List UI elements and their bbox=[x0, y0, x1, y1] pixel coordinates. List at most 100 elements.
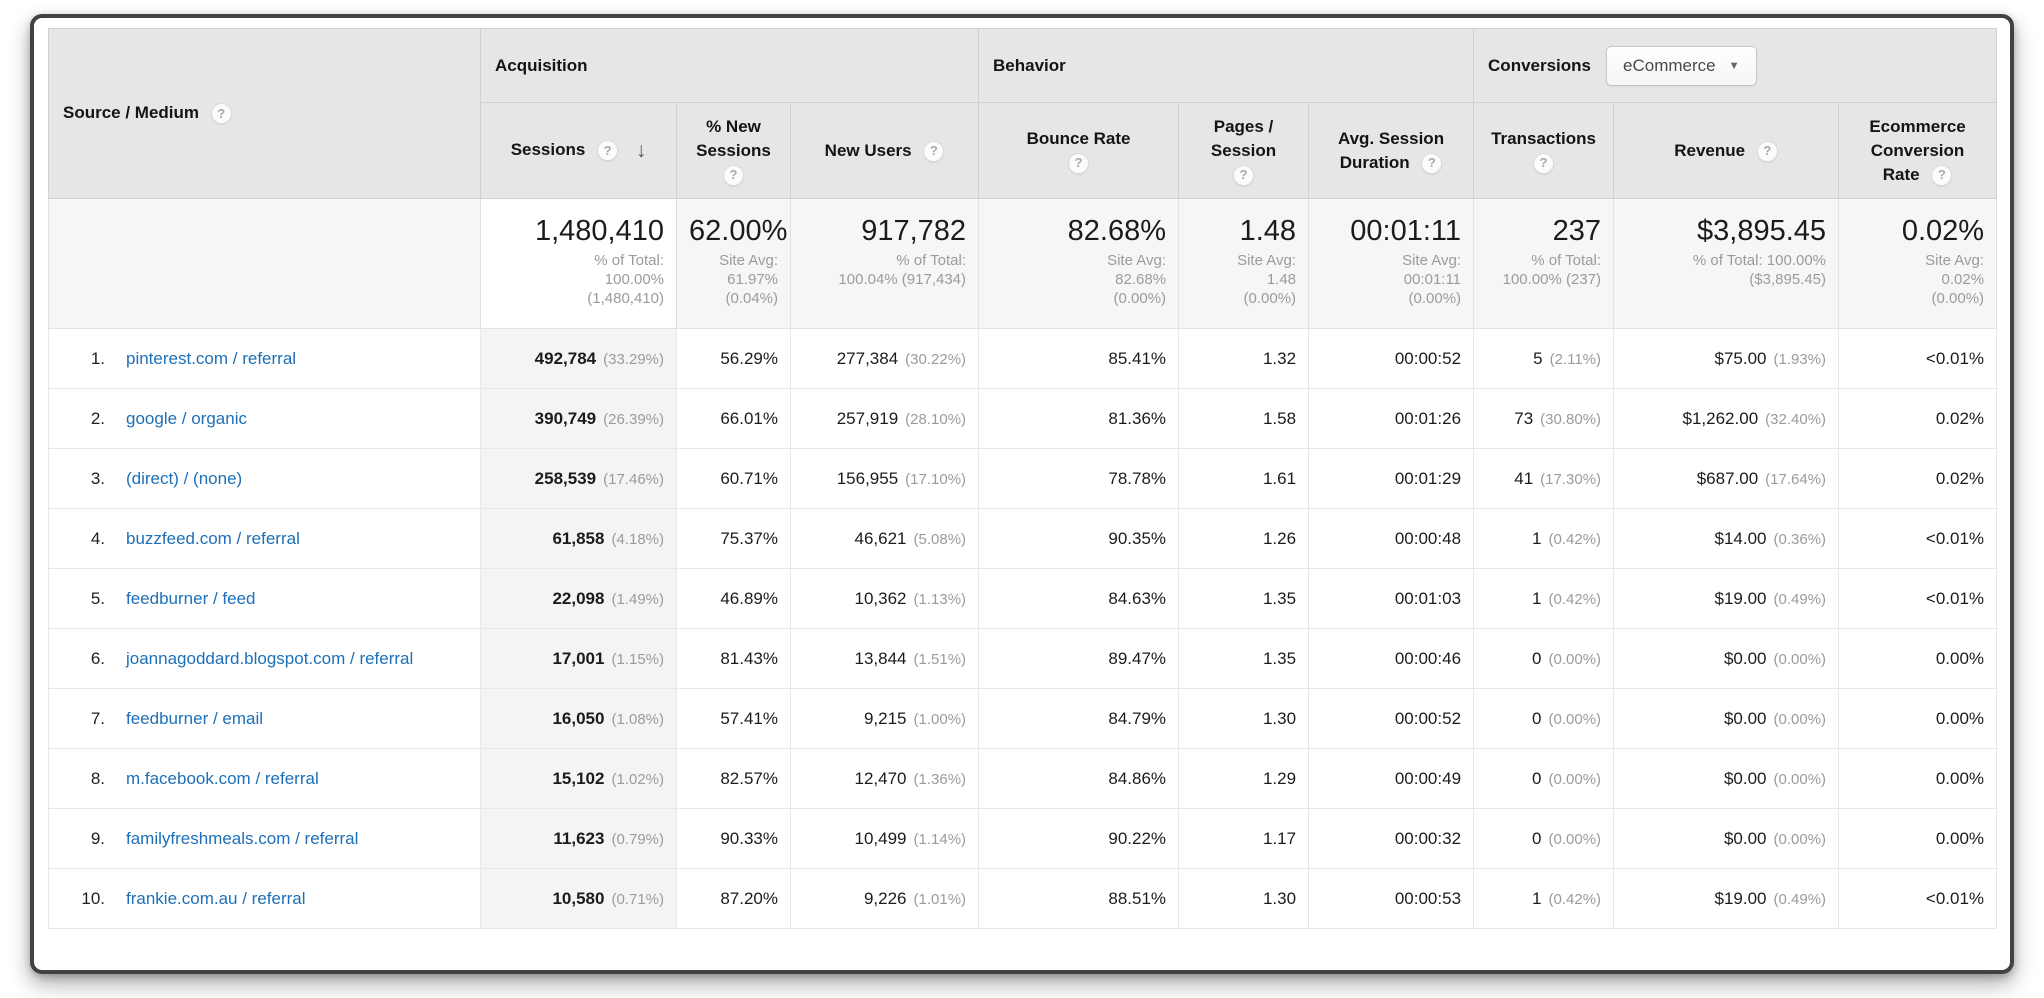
pages-session-cell: 1.29 bbox=[1178, 748, 1310, 809]
source-medium-link[interactable]: feedburner / feed bbox=[126, 588, 256, 608]
avg-session-duration-cell: 00:00:49 bbox=[1308, 748, 1475, 809]
table-body: 1. pinterest.com / referral 492,784 (33.29%… bbox=[48, 328, 1998, 929]
sessions-cell: 17,001 (1.15%) bbox=[480, 628, 677, 689]
source-medium-link[interactable]: frankie.com.au / referral bbox=[126, 888, 306, 908]
column-header-pct-new-sessions[interactable]: % New Sessions ? bbox=[676, 102, 791, 199]
column-header-avg-session-duration[interactable]: Avg. Session Duration ? bbox=[1308, 102, 1475, 199]
source-medium-cell: 7. feedburner / email bbox=[48, 688, 481, 749]
sort-descending-icon[interactable]: ↓ bbox=[635, 138, 647, 162]
avg-duration-header-line1: Avg. Session bbox=[1337, 128, 1445, 148]
column-header-new-users[interactable]: New Users ? bbox=[789, 102, 980, 199]
pct-new-sessions-cell: 87.20% bbox=[676, 868, 791, 929]
transactions-cell: 0 (0.00%) bbox=[1473, 628, 1615, 689]
ecomm-conversion-rate-cell: <0.01% bbox=[1838, 508, 1998, 569]
help-icon[interactable]: ? bbox=[597, 140, 619, 162]
help-icon[interactable]: ? bbox=[923, 140, 945, 162]
new-users-cell: 10,499 (1.14%) bbox=[789, 808, 980, 869]
table-row: 6. joannagoddard.blogspot.com / referral 1… bbox=[48, 628, 1998, 689]
behavior-group-label: Behavior bbox=[993, 55, 1066, 75]
conversions-goal-dropdown[interactable]: eCommerce ▼ bbox=[1606, 45, 1757, 86]
column-header-pages-session[interactable]: Pages / Session ? bbox=[1178, 102, 1310, 199]
help-icon[interactable]: ? bbox=[1068, 152, 1090, 174]
pages-session-cell: 1.17 bbox=[1178, 808, 1310, 869]
ecomm-conversion-rate-cell: 0.00% bbox=[1838, 688, 1998, 749]
bounce-rate-total-value: 82.68% bbox=[1067, 215, 1167, 247]
source-medium-cell: 8. m.facebook.com / referral bbox=[48, 748, 481, 809]
new-users-total-cell: 917,782 % of Total: 100.04% (917,434) bbox=[789, 198, 980, 329]
ecomm-rate-header-line2: Conversion bbox=[1870, 140, 1965, 160]
sessions-total-value: 1,480,410 bbox=[534, 215, 664, 247]
help-icon[interactable]: ? bbox=[723, 164, 744, 186]
bounce-rate-cell: 85.41% bbox=[978, 328, 1180, 389]
source-medium-link[interactable]: familyfreshmeals.com / referral bbox=[126, 828, 359, 848]
revenue-cell: $19.00 (0.49%) bbox=[1613, 868, 1840, 929]
sessions-cell: 16,050 (1.08%) bbox=[480, 688, 677, 749]
bounce-rate-cell: 84.86% bbox=[978, 748, 1180, 809]
sessions-cell: 61,858 (4.18%) bbox=[480, 508, 677, 569]
sessions-header-label: Sessions bbox=[510, 140, 586, 160]
source-medium-cell: 2. google / organic bbox=[48, 388, 481, 449]
revenue-cell: $19.00 (0.49%) bbox=[1613, 568, 1840, 629]
transactions-total-value: 237 bbox=[1552, 215, 1602, 247]
pages-session-cell: 1.30 bbox=[1178, 868, 1310, 929]
table-row: 9. familyfreshmeals.com / referral 11,623(… bbox=[48, 808, 1998, 869]
sessions-total-cell: 1,480,410 % of Total: 100.00% (1,480,410… bbox=[480, 198, 677, 329]
chevron-down-icon: ▼ bbox=[1728, 59, 1740, 72]
source-medium-cell: 5. feedburner / feed bbox=[48, 568, 481, 629]
column-header-sessions[interactable]: Sessions ? ↓ bbox=[480, 102, 677, 199]
source-medium-link[interactable]: m.facebook.com / referral bbox=[126, 768, 319, 788]
transactions-cell: 1 (0.42%) bbox=[1473, 508, 1615, 569]
source-medium-label: Source / Medium bbox=[63, 102, 200, 122]
pages-session-header-line1: Pages / bbox=[1213, 116, 1274, 136]
new-users-header-label: New Users bbox=[824, 140, 912, 160]
help-icon[interactable]: ? bbox=[1233, 164, 1255, 186]
new-users-cell: 277,384 (30.22%) bbox=[789, 328, 980, 389]
row-rank: 10. bbox=[81, 888, 105, 908]
column-header-revenue[interactable]: Revenue ? bbox=[1613, 102, 1840, 199]
pct-new-sessions-header-line1: % New bbox=[706, 116, 761, 136]
avg-session-duration-cell: 00:00:48 bbox=[1308, 508, 1475, 569]
help-icon[interactable]: ? bbox=[1931, 164, 1953, 186]
new-users-cell: 156,955 (17.10%) bbox=[789, 448, 980, 509]
revenue-cell: $1,262.00 (32.40%) bbox=[1613, 388, 1840, 449]
pct-new-sessions-cell: 81.43% bbox=[676, 628, 791, 689]
source-medium-link[interactable]: (direct) / (none) bbox=[126, 468, 243, 488]
help-icon[interactable]: ? bbox=[1533, 152, 1555, 174]
new-users-cell: 257,919 (28.10%) bbox=[789, 388, 980, 449]
new-users-cell: 12,470 (1.36%) bbox=[789, 748, 980, 809]
acquisition-group-label: Acquisition bbox=[495, 55, 588, 75]
bounce-rate-cell: 78.78% bbox=[978, 448, 1180, 509]
pages-session-cell: 1.35 bbox=[1178, 628, 1310, 689]
conversions-group-label: Conversions bbox=[1488, 55, 1592, 75]
ecomm-conversion-rate-cell: <0.01% bbox=[1838, 868, 1998, 929]
sessions-cell: 390,749 (26.39%) bbox=[480, 388, 677, 449]
source-medium-cell: 9. familyfreshmeals.com / referral bbox=[48, 808, 481, 869]
table-row: 7. feedburner / email 16,050 (1.08%) 57.41% 9… bbox=[48, 688, 1998, 749]
column-header-transactions[interactable]: Transactions ? bbox=[1473, 102, 1615, 199]
group-header-conversions: Conversions eCommerce ▼ bbox=[1473, 28, 1998, 103]
help-icon[interactable]: ? bbox=[210, 103, 232, 124]
help-icon[interactable]: ? bbox=[1421, 152, 1443, 174]
column-header-bounce-rate[interactable]: Bounce Rate ? bbox=[978, 102, 1180, 199]
source-medium-link[interactable]: feedburner / email bbox=[126, 708, 264, 728]
source-medium-link[interactable]: google / organic bbox=[126, 408, 247, 428]
sessions-cell: 10,580 (0.71%) bbox=[480, 868, 677, 929]
help-icon[interactable]: ? bbox=[1756, 140, 1778, 162]
source-medium-link[interactable]: pinterest.com / referral bbox=[126, 348, 297, 368]
transactions-cell: 0 (0.00%) bbox=[1473, 748, 1615, 809]
group-header-row: Source / Medium ? Acquisition Behavior C… bbox=[48, 28, 1998, 199]
source-medium-link[interactable]: joannagoddard.blogspot.com / referral bbox=[126, 648, 414, 668]
table-row: 8. m.facebook.com / referral 15,102 (1.02%)… bbox=[48, 748, 1998, 809]
pct-new-sessions-cell: 66.01% bbox=[676, 388, 791, 449]
row-rank: 3. bbox=[90, 468, 105, 488]
metric-header-row: Sessions ? ↓ % New Sessions ? New Users … bbox=[49, 102, 1998, 199]
ecomm-conversion-rate-cell: 0.00% bbox=[1838, 748, 1998, 809]
ecomm-conversion-rate-total-value: 0.02% bbox=[1901, 215, 1985, 247]
revenue-cell: $0.00 (0.00%) bbox=[1613, 628, 1840, 689]
source-medium-link[interactable]: buzzfeed.com / referral bbox=[126, 528, 300, 548]
column-header-source-medium[interactable]: Source / Medium ? bbox=[48, 28, 481, 199]
avg-session-duration-cell: 00:00:52 bbox=[1308, 688, 1475, 749]
revenue-cell: $0.00 (0.00%) bbox=[1613, 748, 1840, 809]
column-header-ecommerce-conversion-rate[interactable]: Ecommerce Conversion Rate ? bbox=[1838, 102, 1998, 199]
source-medium-cell: 4. buzzfeed.com / referral bbox=[48, 508, 481, 569]
